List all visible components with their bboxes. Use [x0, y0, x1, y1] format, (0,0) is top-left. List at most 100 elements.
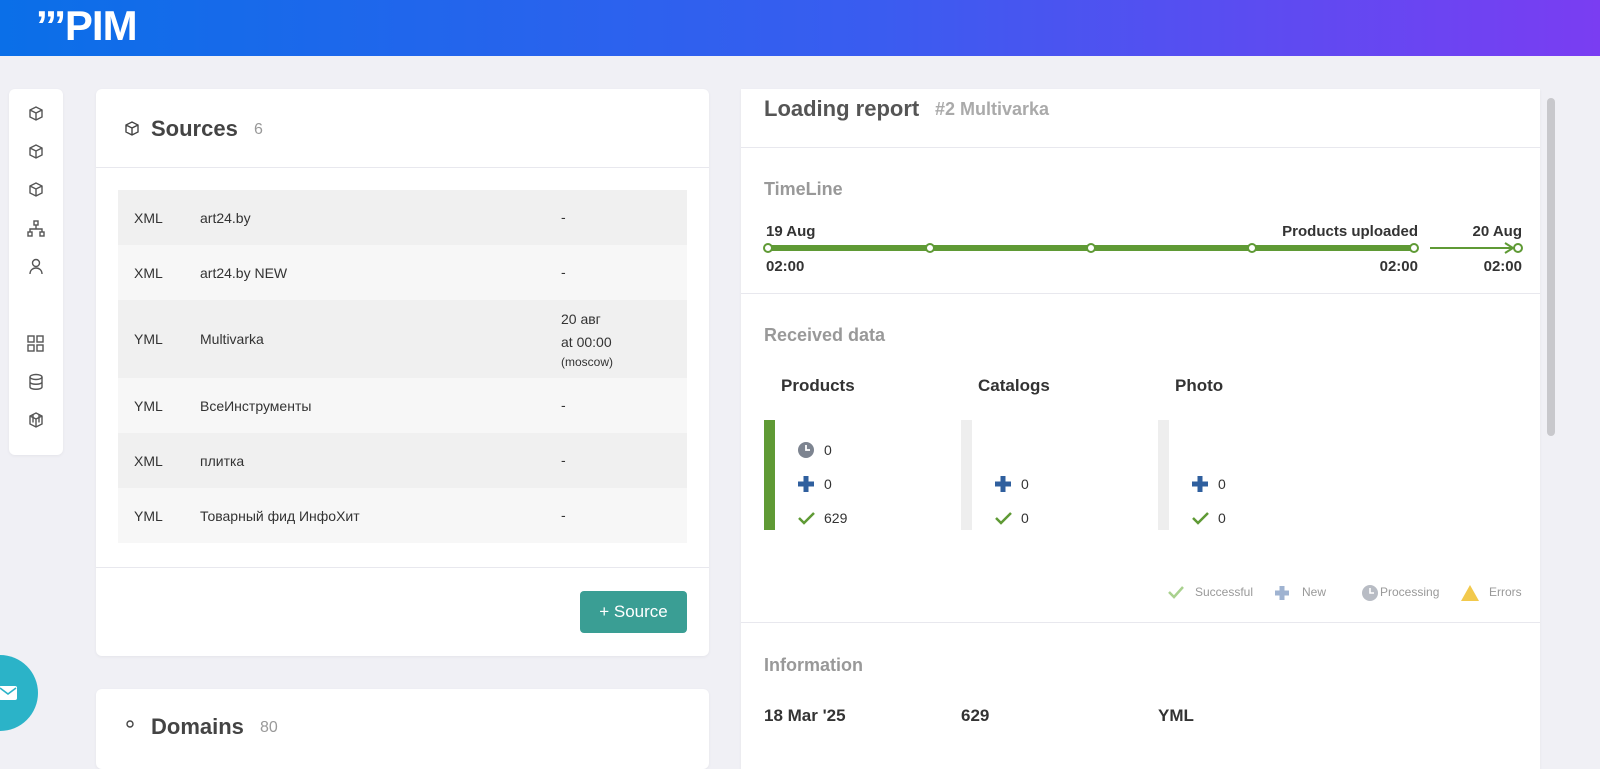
sources-title: Sources — [151, 116, 238, 141]
information-value: YML — [1158, 706, 1194, 725]
status-new-icon — [995, 476, 1011, 492]
sources-table: XML art24.by - XML art24.by NEW - YML Multivark… — [118, 190, 687, 543]
status-icon — [797, 475, 815, 493]
status-new-icon — [798, 476, 814, 492]
status-successful-icon — [798, 512, 815, 525]
source-format: XML — [134, 209, 163, 226]
group-name: Catalogs — [978, 376, 1050, 395]
timeline-end-time: 02:00 — [1483, 258, 1522, 275]
status-icon — [994, 475, 1012, 493]
status-icon — [797, 509, 815, 527]
schedule-line: - — [561, 264, 566, 280]
source-row[interactable]: XML плитка - — [118, 433, 687, 488]
status-value: 629 — [824, 510, 848, 526]
information-value: 629 — [961, 706, 990, 725]
status-value: 0 — [1021, 476, 1029, 492]
schedule-line: - — [561, 397, 566, 413]
source-schedule: - — [561, 206, 566, 229]
timeline-end-date: 20 Aug — [1472, 223, 1522, 240]
source-schedule: - — [561, 394, 566, 417]
schedule-line: 20 авг — [561, 311, 601, 327]
status-value: 0 — [1218, 510, 1226, 526]
status-value: 0 — [824, 476, 832, 492]
status-value: 0 — [1218, 476, 1226, 492]
domains-card: Domains 80 — [96, 689, 709, 769]
source-schedule: - — [561, 504, 566, 527]
sources-icon — [125, 121, 139, 136]
status-value: 0 — [1021, 510, 1029, 526]
chat-button[interactable] — [0, 655, 38, 731]
schedule-line: - — [561, 507, 566, 523]
source-schedule: 20 авг at 00:00 (moscow) — [561, 308, 613, 370]
schedule-line: - — [561, 209, 566, 225]
group-bar — [764, 420, 775, 530]
schedule-line: - — [561, 452, 566, 468]
source-row[interactable]: YML Товарный фид ИнфоХит - — [118, 488, 687, 543]
divider — [741, 293, 1540, 294]
sidebar — [9, 89, 63, 455]
add-source-button[interactable]: + Source — [580, 591, 687, 633]
timeline-title: TimeLine — [764, 179, 843, 199]
divider — [96, 567, 709, 568]
domains-title: Domains — [151, 714, 244, 739]
source-name: art24.by NEW — [200, 264, 288, 281]
header: ’’’PIM — [0, 0, 1600, 56]
legend-icons — [1168, 585, 1479, 601]
status-successful-icon — [995, 512, 1012, 525]
source-row[interactable]: XML art24.by NEW - — [118, 245, 687, 300]
source-format: XML — [134, 452, 163, 469]
report-panel — [741, 89, 1540, 769]
source-row[interactable]: YML ВсеИнструменты - — [118, 378, 687, 433]
domains-count: 80 — [260, 719, 278, 736]
information-value: 18 Mar '25 — [764, 706, 846, 725]
group-name: Photo — [1175, 376, 1224, 395]
group-name: Products — [781, 376, 855, 395]
legend-new: New — [1302, 585, 1327, 599]
report-title: Loading report — [764, 96, 920, 121]
source-name: Multivarka — [200, 331, 264, 347]
legend-processing: Processing — [1380, 585, 1440, 599]
sidebar-icons[interactable] — [9, 89, 63, 455]
group-bar — [961, 420, 972, 530]
legend-successful: Successful — [1195, 585, 1254, 599]
source-name: art24.by — [200, 209, 251, 226]
source-row[interactable]: YML Multivarka 20 авг at 00:00 (moscow) — [118, 300, 687, 378]
scrollbar[interactable] — [1547, 98, 1555, 436]
source-format: YML — [134, 397, 163, 414]
timeline-start-date: 19 Aug — [766, 223, 816, 240]
source-format: XML — [134, 264, 163, 281]
report-subtitle: #2 Multivarka — [935, 99, 1050, 119]
divider — [96, 167, 709, 168]
status-processing-icon — [798, 442, 814, 458]
domains-icon — [126, 720, 134, 728]
information-title: Information — [764, 655, 863, 675]
source-schedule: - — [561, 261, 566, 284]
divider — [741, 622, 1540, 623]
status-icon — [797, 441, 815, 459]
status-successful-icon — [1192, 512, 1209, 525]
timeline-start-time: 02:00 — [766, 258, 805, 275]
source-name: ВсеИнструменты — [200, 397, 312, 414]
source-format: YML — [134, 331, 163, 347]
sources-count: 6 — [254, 121, 263, 138]
group-bar — [1158, 420, 1169, 530]
chat-icon — [0, 686, 17, 700]
legend-errors: Errors — [1489, 585, 1522, 599]
timeline — [763, 242, 1523, 254]
timeline-stage: Products uploaded — [1282, 223, 1418, 240]
status-new-icon — [1192, 476, 1208, 492]
status-value: 0 — [824, 442, 832, 458]
timeline-stage-time: 02:00 — [1379, 258, 1418, 275]
divider — [741, 147, 1540, 148]
status-icon — [994, 509, 1012, 527]
received-title: Received data — [764, 325, 886, 345]
logo[interactable]: ’’’PIM — [36, 2, 138, 49]
source-name: Товарный фид ИнфоХит — [200, 507, 360, 524]
status-icon — [1191, 509, 1209, 527]
source-schedule: - — [561, 449, 566, 472]
status-icon — [1191, 475, 1209, 493]
source-row[interactable]: XML art24.by - — [118, 190, 687, 245]
schedule-line: at 00:00 — [561, 334, 612, 350]
source-name: плитка — [200, 452, 245, 469]
